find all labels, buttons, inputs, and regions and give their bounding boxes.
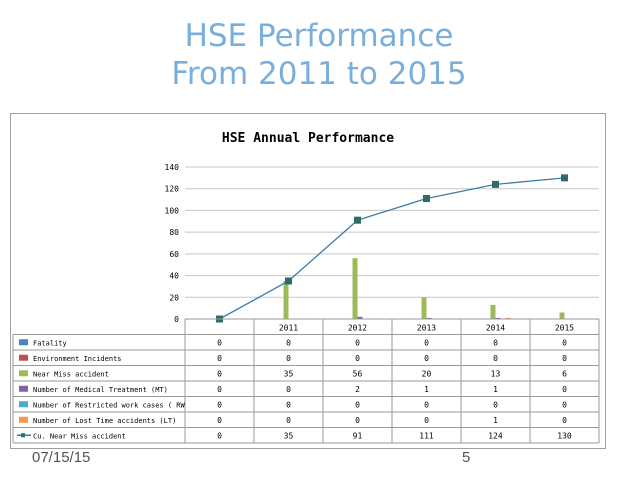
line-series xyxy=(216,174,568,323)
data-value-label: 0 xyxy=(355,416,360,425)
data-value-label: 0 xyxy=(355,338,360,347)
legend-swatch xyxy=(19,339,28,346)
chart-canvas: HSE Annual Performance 02040608010012014… xyxy=(12,131,600,444)
data-value-label: 35 xyxy=(284,369,294,378)
data-value-label: 0 xyxy=(355,400,360,409)
line-point-marker xyxy=(561,174,568,182)
data-value-label: 0 xyxy=(286,338,291,347)
data-value-label: 0 xyxy=(562,338,567,347)
data-value-label: 0 xyxy=(562,416,567,425)
x-category-label: 2015 xyxy=(555,324,574,333)
data-value-label: 130 xyxy=(557,431,572,440)
legend-swatch xyxy=(19,416,28,423)
bar-mark xyxy=(505,317,511,319)
line-point-marker xyxy=(492,180,499,188)
cumulative-line xyxy=(219,177,565,320)
y-tick-label: 140 xyxy=(165,163,180,172)
hse-chart: HSE Annual Performance 0 20 40 60 80 100 120 14… xyxy=(10,113,606,449)
data-value-label: 0 xyxy=(217,400,222,409)
data-value-label: 0 xyxy=(424,354,429,363)
slide-title-line-2: From 2011 to 2015 xyxy=(171,56,467,92)
series-name-label: Number of Lost Time accidents (LT) xyxy=(33,417,176,425)
legend-swatch xyxy=(19,385,28,392)
data-value-label: 0 xyxy=(424,338,429,347)
data-value-label: 124 xyxy=(488,431,503,440)
x-category-label: 2014 xyxy=(486,324,505,333)
legend-swatch xyxy=(19,354,28,361)
data-value-label: 35 xyxy=(284,431,294,440)
series-name-label: Fatality xyxy=(33,339,67,347)
data-value-label: 0 xyxy=(217,385,222,394)
data-value-label: 0 xyxy=(286,354,291,363)
series-name-label: Number of Medical Treatment (MT) xyxy=(33,386,168,394)
series-name-label: Environment Incidents xyxy=(33,355,122,363)
data-value-label: 1 xyxy=(424,385,429,394)
data-value-label: 13 xyxy=(491,369,501,378)
legend-marker-swatch xyxy=(21,433,25,438)
data-value-label: 111 xyxy=(419,431,434,440)
y-tick-label: 40 xyxy=(169,272,179,281)
data-value-label: 6 xyxy=(562,369,567,378)
x-category-label: 2012 xyxy=(348,324,367,333)
y-tick-label: 60 xyxy=(169,250,179,259)
bar-mark xyxy=(490,304,496,319)
bar-mark xyxy=(352,258,358,319)
gridlines xyxy=(185,166,599,320)
data-value-label: 0 xyxy=(562,354,567,363)
data-value-label: 0 xyxy=(217,338,222,347)
bar-mark xyxy=(357,316,363,319)
y-tick-label: 0 xyxy=(174,315,179,324)
bar-mark xyxy=(559,312,565,319)
data-value-label: 0 xyxy=(424,400,429,409)
data-value-label: 0 xyxy=(286,385,291,394)
y-tick-label: 100 xyxy=(165,206,180,215)
bar-mark xyxy=(421,297,427,319)
y-tick-label: 120 xyxy=(165,185,180,194)
legend-swatch xyxy=(19,401,28,408)
x-category-label: 2011 xyxy=(279,324,298,333)
bar-mark xyxy=(495,317,501,319)
data-value-label: 91 xyxy=(353,431,363,440)
data-value-label: 0 xyxy=(424,416,429,425)
y-tick-label: 80 xyxy=(169,228,179,237)
series-name-label: Cu. Near Miss accident xyxy=(33,432,126,440)
data-value-label: 0 xyxy=(217,431,222,440)
y-axis: 0 20 40 60 80 100 120 140 xyxy=(165,163,180,324)
footer-date: 07/15/15 xyxy=(32,449,91,466)
data-value-label: 1 xyxy=(493,385,498,394)
data-value-label: 0 xyxy=(217,369,222,378)
data-value-label: 1 xyxy=(493,416,498,425)
data-value-label: 0 xyxy=(562,385,567,394)
line-point-marker xyxy=(285,277,292,285)
data-value-label: 0 xyxy=(562,400,567,409)
x-category-label: 2013 xyxy=(417,324,436,333)
bar-marks xyxy=(283,258,565,319)
data-value-label: 0 xyxy=(493,400,498,409)
data-value-label: 0 xyxy=(286,416,291,425)
line-point-marker xyxy=(423,194,430,202)
bar-mark xyxy=(283,281,289,319)
series-name-label: Near Miss accident xyxy=(33,370,109,378)
data-value-label: 56 xyxy=(353,369,363,378)
data-value-label: 20 xyxy=(422,369,432,378)
data-value-label: 0 xyxy=(286,400,291,409)
data-value-label: 0 xyxy=(217,354,222,363)
bar-mark xyxy=(426,317,432,319)
series-name-label: Number of Restricted work cases ( RW xyxy=(33,401,186,409)
footer-page-number: 5 xyxy=(462,449,471,466)
data-value-label: 0 xyxy=(493,354,498,363)
legend-swatch xyxy=(19,370,28,377)
data-value-label: 2 xyxy=(355,385,360,394)
data-value-label: 0 xyxy=(355,354,360,363)
data-value-label: 0 xyxy=(493,338,498,347)
data-value-label: 0 xyxy=(217,416,222,425)
line-point-marker xyxy=(354,216,361,224)
y-tick-label: 20 xyxy=(169,293,179,302)
chart-title: HSE Annual Performance xyxy=(222,131,394,146)
slide-title-line-1: HSE Performance xyxy=(184,18,454,54)
